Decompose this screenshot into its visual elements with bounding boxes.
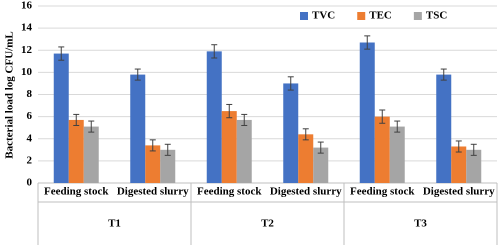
error-bar — [302, 128, 309, 141]
y-tick-label: 16 — [21, 0, 33, 12]
group-label: T3 — [414, 218, 427, 230]
bar — [130, 74, 146, 183]
bar — [466, 149, 482, 183]
y-tick-label: 4 — [27, 132, 33, 144]
legend-label: TSC — [426, 10, 447, 22]
y-tick-label: 2 — [27, 154, 33, 166]
y-tick-label: 14 — [21, 22, 33, 34]
y-tick-label: 8 — [27, 88, 33, 100]
bar — [83, 126, 99, 183]
bar — [68, 119, 84, 183]
error-bar — [440, 68, 447, 81]
bar — [283, 83, 299, 183]
x-tick-label: Feeding stock — [350, 186, 415, 198]
group-label: T1 — [108, 218, 121, 230]
bar — [298, 134, 314, 183]
error-bar — [470, 143, 477, 156]
error-bar — [58, 46, 65, 61]
bar — [389, 126, 405, 183]
legend-swatch — [300, 12, 308, 20]
bar — [145, 145, 161, 183]
error-bar — [88, 120, 95, 133]
y-tick-label: 6 — [27, 110, 33, 122]
error-bar — [134, 68, 141, 81]
bar — [359, 42, 375, 183]
legend-label: TEC — [369, 10, 392, 22]
legend-swatch — [413, 12, 422, 20]
legend-label: TVC — [312, 10, 335, 22]
error-bar — [379, 109, 386, 124]
x-tick-label: Digested slurry — [423, 186, 495, 198]
error-bar — [394, 120, 401, 133]
x-tick-label: Digested slurry — [270, 186, 342, 198]
bar — [374, 116, 390, 183]
bar — [53, 53, 69, 183]
error-bar — [241, 113, 248, 126]
bar — [451, 146, 467, 183]
error-bar — [364, 35, 371, 50]
bar — [206, 51, 222, 184]
y-tick-label: 12 — [21, 44, 33, 56]
bar — [160, 149, 176, 183]
bar — [236, 119, 252, 183]
bar — [436, 74, 452, 183]
error-bar — [164, 143, 171, 156]
y-tick-label: 10 — [21, 66, 33, 78]
error-bar — [149, 139, 156, 152]
error-bar — [317, 141, 324, 154]
error-bar — [211, 44, 218, 59]
y-tick-label: 0 — [27, 177, 33, 189]
legend-swatch — [357, 12, 366, 20]
x-tick-label: Digested slurry — [117, 186, 189, 198]
error-bar — [287, 76, 294, 91]
x-tick-label: Feeding stock — [44, 186, 109, 198]
error-bar — [226, 103, 233, 119]
x-tick-label: Feeding stock — [197, 186, 262, 198]
bar — [221, 111, 237, 183]
y-axis-label: Bacterial load log CFU/mL — [4, 31, 16, 158]
error-bar — [73, 113, 80, 126]
group-label: T2 — [261, 218, 274, 230]
bar — [313, 147, 329, 183]
error-bar — [455, 140, 462, 153]
